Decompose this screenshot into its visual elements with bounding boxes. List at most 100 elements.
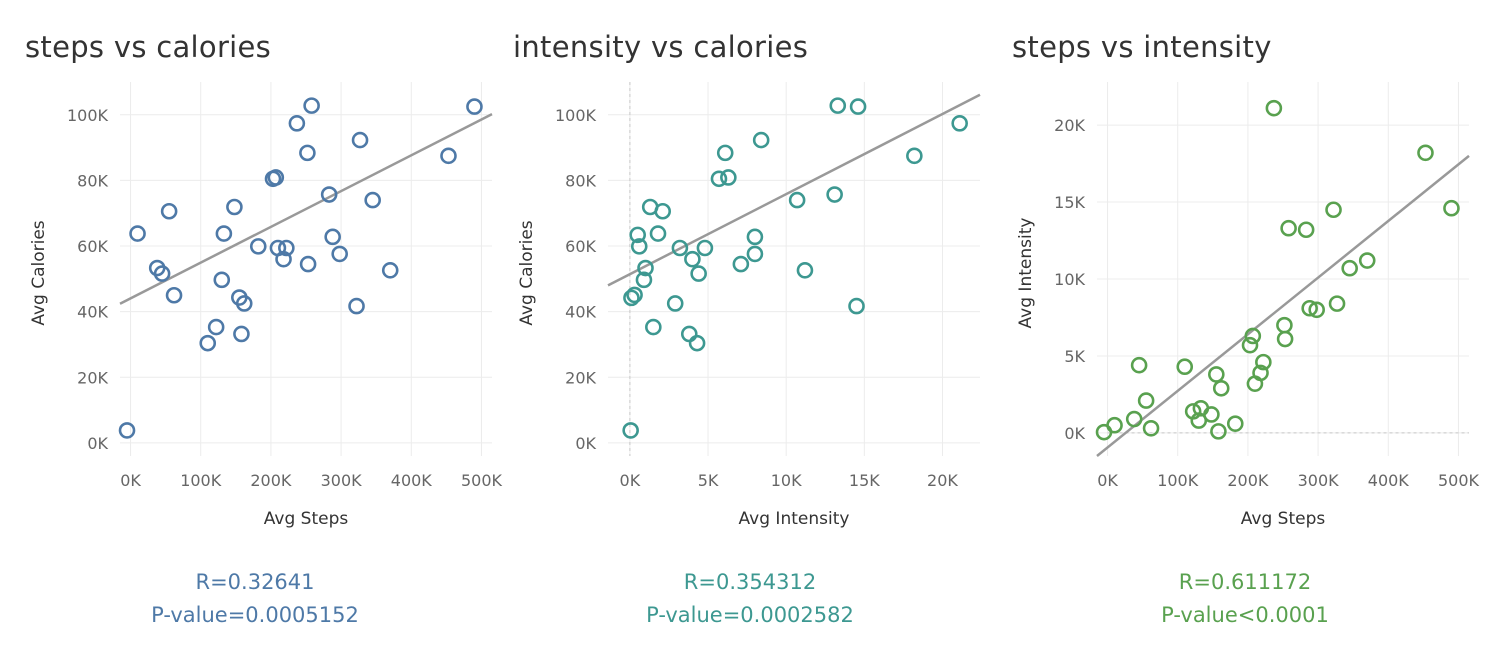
y-tick-label: 40K (565, 303, 596, 322)
y-tick-label: 5K (1064, 347, 1085, 366)
y-tick-label: 100K (555, 106, 597, 125)
y-tick-label: 0K (1064, 424, 1085, 443)
y-tick-label: 10K (1054, 270, 1085, 289)
data-point (1276, 330, 1294, 348)
data-point (1325, 201, 1342, 219)
data-point (348, 297, 365, 315)
data-point (233, 325, 250, 343)
data-point (249, 238, 267, 255)
data-point (364, 191, 381, 209)
x-tick-label: 5K (698, 471, 719, 490)
data-point (1137, 392, 1155, 409)
data-point (746, 228, 764, 246)
data-point (622, 422, 639, 439)
data-point (129, 225, 146, 242)
scatter-plot[interactable]: 0K 5K 10K 15K 20K 0K 20K 40K 60K 80K 100K Avg Inten… (0, 0, 1000, 666)
data-point (381, 262, 399, 279)
chart-panel-intensity-vs-calories: intensity vs calories 0K 5K 10K 15K 20K 0K 20K… (0, 0, 1000, 666)
x-tick-label: 0K (1097, 471, 1118, 490)
r-value: R=0.32641 (195, 570, 315, 594)
x-axis-title: Avg Steps (264, 509, 349, 529)
p-value: P-value=0.0002582 (646, 603, 854, 627)
y-axis-title: Avg Intensity (1016, 218, 1036, 329)
data-point (351, 131, 369, 149)
data-point (299, 144, 316, 162)
y-tick-label: 80K (565, 171, 596, 190)
x-tick-label: 0K (620, 471, 641, 490)
x-tick-label: 500K (1438, 471, 1480, 490)
data-point (690, 265, 707, 282)
scatter-plot[interactable]: 0K 100K 200K 300K 400K 500K 0K 20K 40K 60K 80K 100K… (0, 0, 502, 666)
data-point (848, 297, 865, 315)
data-point (1190, 412, 1208, 429)
stats-block: R=0.354312 P-value=0.0002582 (500, 566, 1000, 632)
data-point (165, 286, 183, 304)
data-point (1106, 416, 1123, 434)
r-value: R=0.611172 (1178, 570, 1312, 594)
data-point (320, 186, 338, 203)
data-point (710, 170, 728, 188)
data-point (1210, 423, 1227, 440)
p-value: P-value<0.0001 (1161, 603, 1329, 627)
x-axis-title: Avg Steps (1241, 509, 1326, 529)
data-point (1241, 336, 1259, 354)
y-tick-label: 60K (565, 237, 596, 256)
data-point (215, 225, 233, 242)
data-point (649, 225, 667, 242)
data-point (440, 147, 457, 165)
data-point (235, 295, 253, 312)
x-tick-label: 200K (250, 471, 292, 490)
data-point (829, 97, 847, 114)
data-point (906, 147, 923, 165)
x-tick-label: 400K (391, 471, 433, 490)
data-point (746, 245, 764, 263)
data-point (688, 334, 706, 352)
data-point (1203, 406, 1220, 423)
data-point (299, 255, 317, 273)
data-point (331, 245, 348, 263)
data-point (1276, 316, 1293, 334)
data-point (207, 318, 225, 336)
data-point (1297, 221, 1315, 239)
data-point (645, 318, 662, 336)
y-tick-label: 15K (1054, 193, 1085, 212)
x-tick-label: 20K (927, 471, 958, 490)
y-tick-label: 80K (77, 171, 108, 190)
data-point (637, 259, 654, 277)
x-tick-label: 15K (849, 471, 880, 490)
data-point (153, 265, 171, 282)
data-point (160, 202, 178, 220)
data-point (1226, 415, 1244, 432)
chart-title: intensity vs calories (513, 30, 809, 64)
data-point (626, 286, 643, 304)
data-point (630, 238, 648, 255)
data-point (1142, 419, 1160, 437)
stats-block: R=0.611172 P-value<0.0001 (990, 566, 1499, 632)
data-point (226, 198, 243, 216)
data-point (1328, 295, 1346, 312)
x-tick-label: 0K (120, 471, 141, 490)
data-point (324, 228, 341, 246)
x-tick-label: 10K (771, 471, 802, 490)
data-point (199, 334, 217, 352)
data-point (275, 250, 292, 268)
data-point (623, 289, 640, 307)
data-point (684, 250, 701, 268)
x-tick-label: 200K (1227, 471, 1269, 490)
x-tick-label: 400K (1368, 471, 1410, 490)
data-point (951, 115, 968, 132)
trend-line (607, 93, 981, 287)
data-point (1308, 301, 1325, 319)
trend-line (1096, 154, 1470, 457)
data-point (752, 131, 770, 149)
x-tick-label: 300K (321, 471, 363, 490)
data-point (671, 239, 689, 257)
y-tick-label: 40K (77, 303, 108, 322)
data-point (629, 226, 646, 244)
data-point (716, 144, 734, 162)
data-point (1130, 356, 1148, 374)
x-axis-title: Avg Intensity (739, 509, 850, 529)
y-tick-label: 20K (77, 368, 108, 387)
